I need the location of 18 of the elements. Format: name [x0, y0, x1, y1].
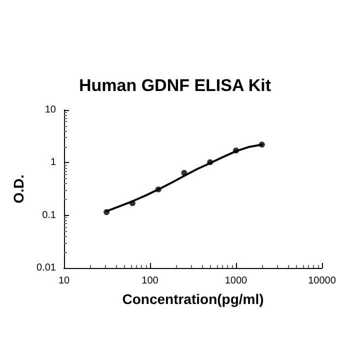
x-tick-label: 1000: [224, 276, 248, 286]
x-tick-label: 100: [142, 276, 159, 286]
point: [258, 142, 265, 148]
y-tick-label: 1: [50, 157, 56, 168]
x-tick-label: 10: [58, 276, 70, 286]
point: [181, 170, 188, 176]
y-tick-label: 0.1: [42, 210, 56, 221]
point: [233, 148, 239, 154]
point: [104, 209, 110, 216]
chart-title: Human GDNF ELISA Kit: [78, 76, 272, 95]
y-tick-label: 10: [44, 104, 56, 116]
point: [129, 200, 136, 206]
point: [155, 186, 162, 192]
x-tick-label: 10000: [308, 276, 336, 286]
y-tick-label: 0.01: [36, 262, 56, 274]
point: [207, 159, 214, 166]
y-axis-title: O.D.: [10, 174, 27, 204]
x-axis-title: Concentration(pg/ml): [122, 291, 264, 307]
